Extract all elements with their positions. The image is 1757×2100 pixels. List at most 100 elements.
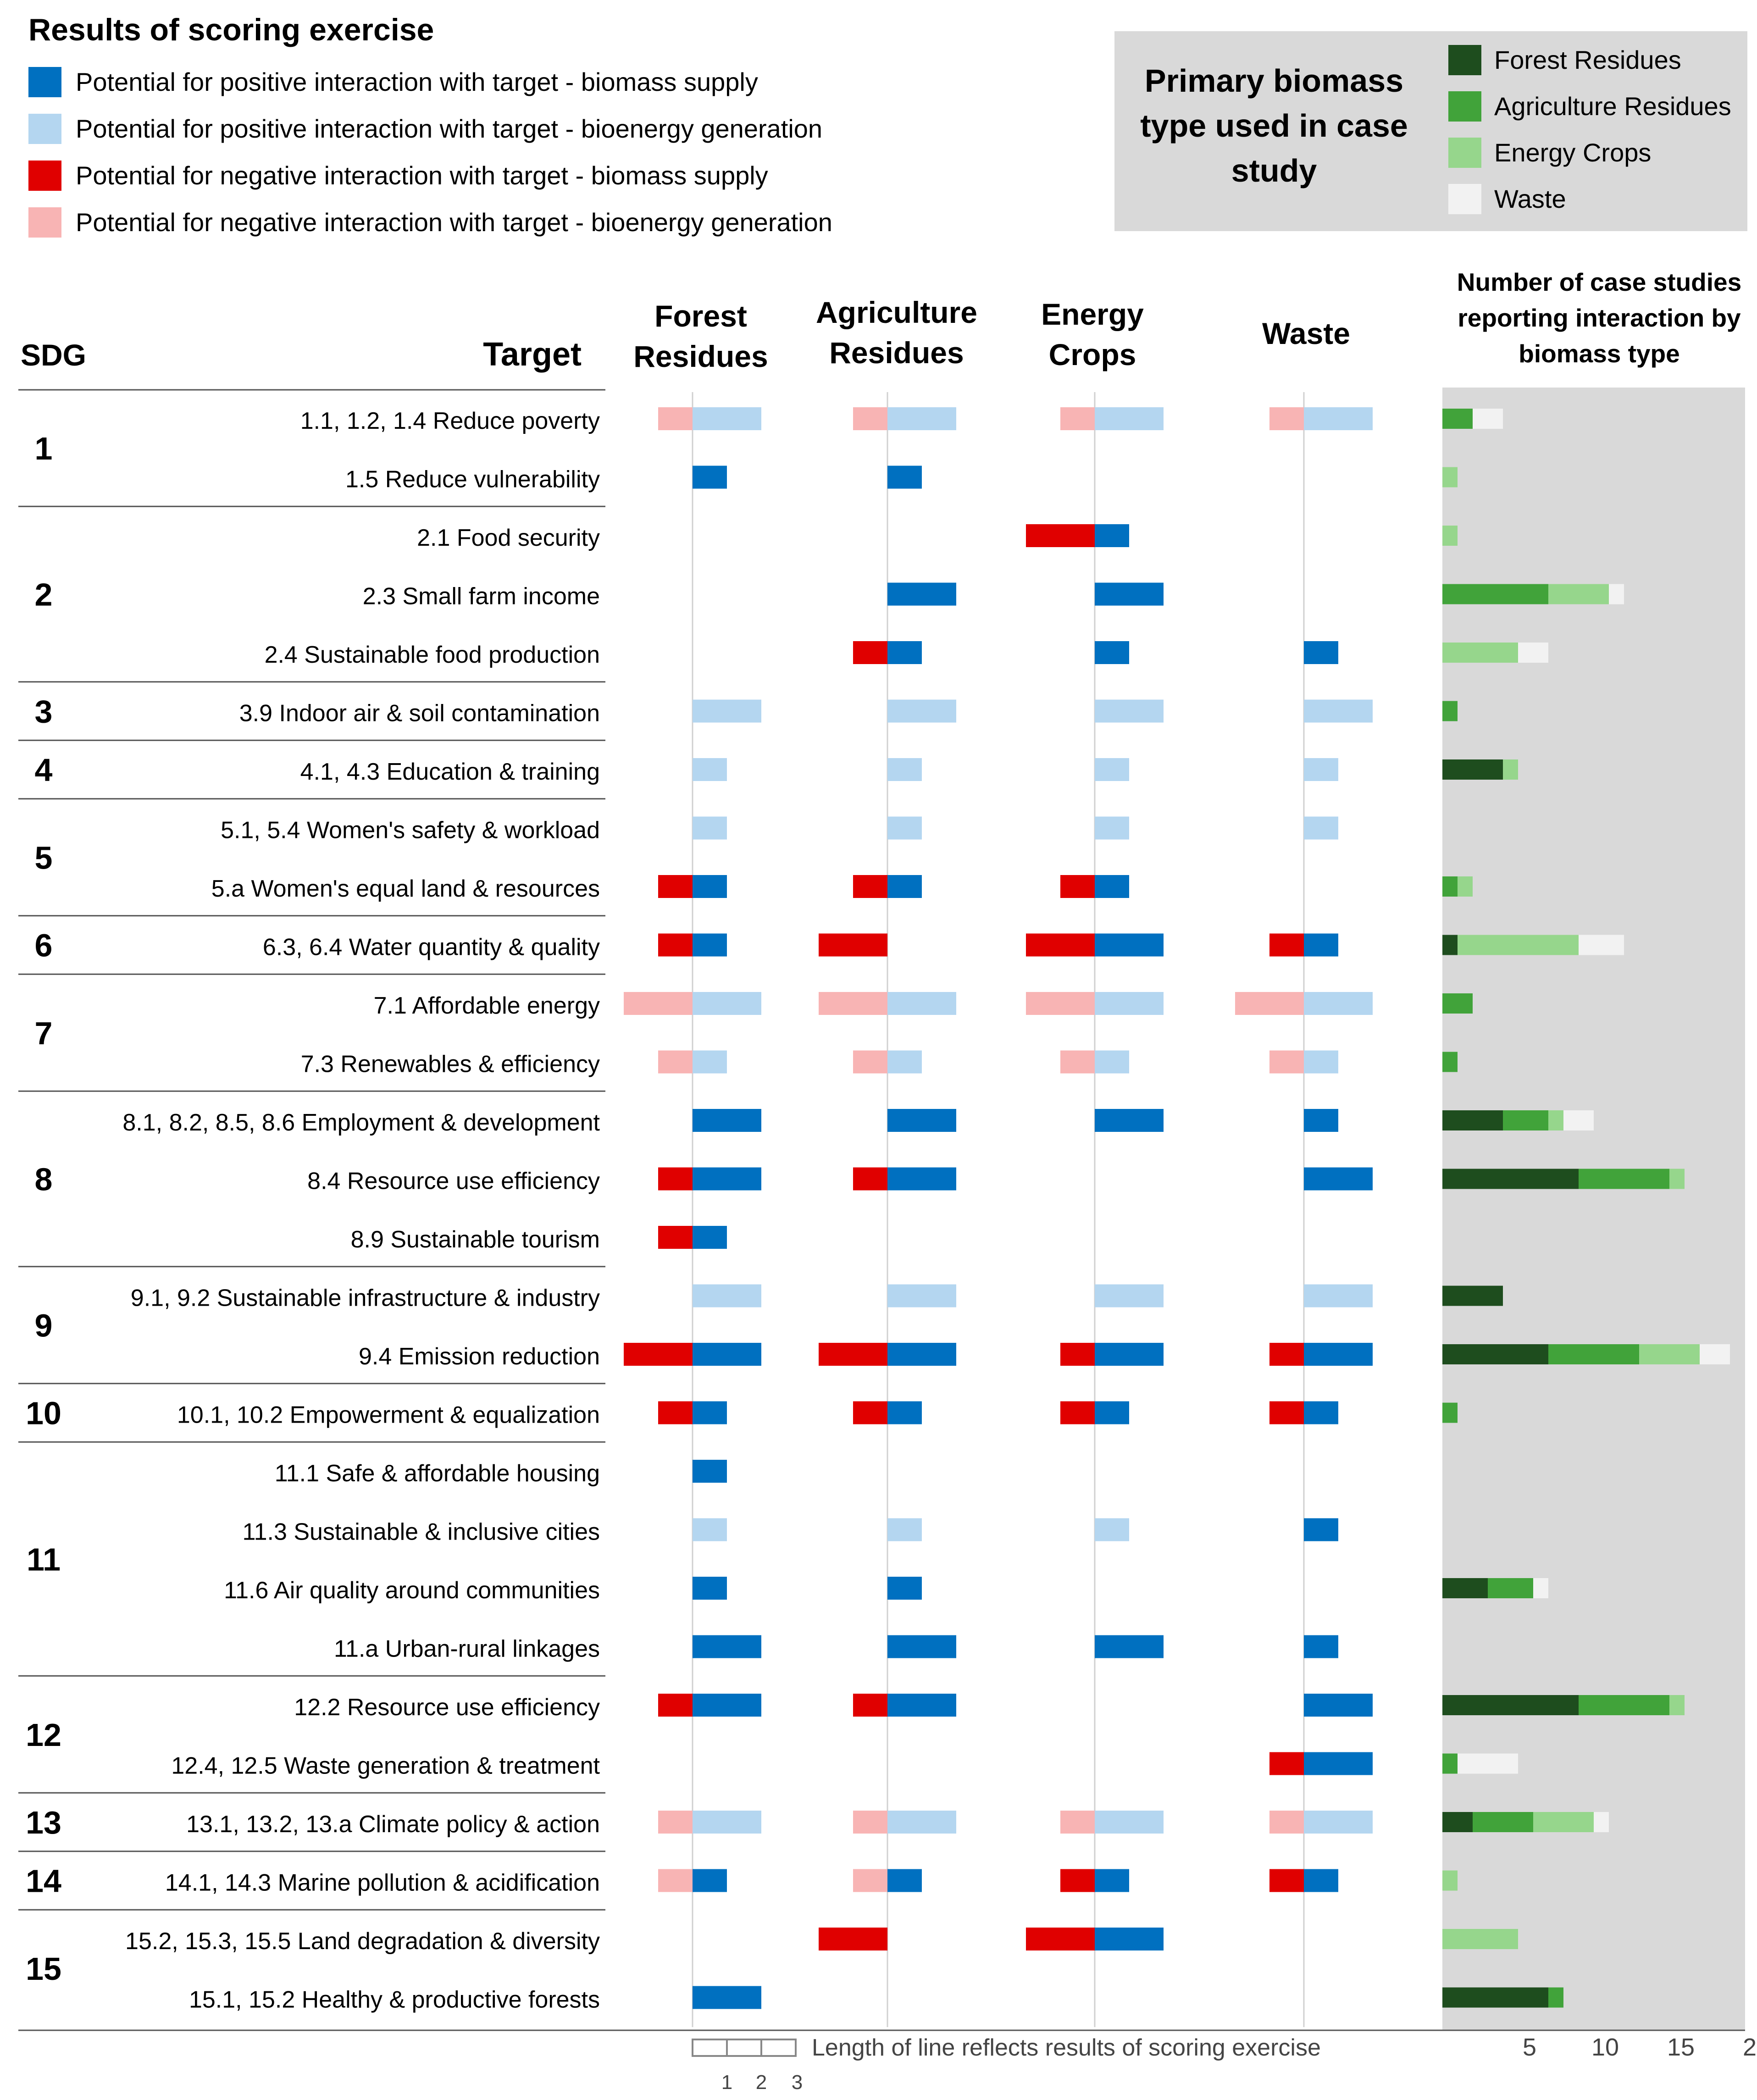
target-label: 11.6 Air quality around communities xyxy=(224,1577,600,1604)
sdg-number: 12 xyxy=(26,1717,61,1753)
sdg-number: 9 xyxy=(35,1308,53,1343)
negative-supply-bar xyxy=(1060,1869,1095,1892)
target-row: 12.2 Resource use efficiency xyxy=(294,1694,1685,1721)
biomass-swatch-2 xyxy=(1448,91,1481,122)
positive-supply-bar xyxy=(887,875,922,898)
count-bar-forest-residues xyxy=(1442,1285,1503,1306)
positive-supply-bar xyxy=(1304,1343,1373,1366)
target-row: 5.1, 5.4 Women's safety & workload xyxy=(221,816,1338,844)
count-title-line-2: reporting interaction by xyxy=(1458,304,1741,332)
scale-tick-1: 1 xyxy=(721,2071,732,2094)
positive-generation-bar xyxy=(1095,1050,1129,1074)
legend-title: Results of scoring exercise xyxy=(28,12,434,47)
positive-supply-bar xyxy=(1095,1928,1164,1950)
count-bar-forest-residues xyxy=(1442,1578,1488,1598)
sdg-number: 6 xyxy=(35,928,53,964)
positive-generation-bar xyxy=(887,758,922,781)
biomass-swatch-1 xyxy=(1448,45,1481,75)
positive-supply-bar xyxy=(693,1577,727,1600)
positive-supply-bar xyxy=(1304,1109,1338,1132)
target-label: 11.1 Safe & affordable housing xyxy=(275,1460,600,1487)
positive-supply-bar xyxy=(1095,1343,1164,1366)
target-label: 14.1, 14.3 Marine pollution & acidificat… xyxy=(165,1870,600,1896)
target-row: 9.1, 9.2 Sustainable infrastructure & in… xyxy=(131,1284,1503,1312)
positive-supply-bar xyxy=(693,1401,727,1424)
negative-generation-bar xyxy=(853,407,887,430)
count-bar-energy-crops xyxy=(1548,584,1609,604)
positive-supply-bar xyxy=(887,1167,956,1191)
target-label: 12.4, 12.5 Waste generation & treatment xyxy=(171,1753,600,1779)
sdg-number: 7 xyxy=(35,1015,53,1051)
target-label: 6.3, 6.4 Water quantity & quality xyxy=(263,934,600,961)
positive-supply-bar xyxy=(887,1109,956,1132)
biomass-legend-box xyxy=(1114,31,1747,231)
negative-supply-bar xyxy=(853,641,887,664)
count-title-line-1: Number of case studies xyxy=(1457,268,1741,296)
legend-label-3: Potential for negative interaction with … xyxy=(76,161,768,190)
target-label: 7.1 Affordable energy xyxy=(374,992,600,1019)
negative-supply-bar xyxy=(658,1167,693,1191)
positive-supply-bar xyxy=(1095,1869,1129,1892)
count-bar-energy-crops xyxy=(1639,1344,1700,1364)
target-rows: 1.1, 1.2, 1.4 Reduce poverty 1.5 Reduce v… xyxy=(18,389,1730,2013)
positive-supply-bar xyxy=(887,1343,956,1366)
count-bar-energy-crops xyxy=(1442,643,1518,663)
count-bar-agriculture-residues xyxy=(1442,409,1473,429)
count-axis-tick: 5 xyxy=(1523,2034,1536,2061)
positive-generation-bar xyxy=(1095,992,1164,1015)
target-row: 11.3 Sustainable & inclusive cities xyxy=(243,1518,1338,1546)
target-row: 1.5 Reduce vulnerability xyxy=(345,465,1458,493)
target-row: 2.4 Sustainable food production xyxy=(265,641,1548,668)
forest-residues-header-line-2: Residues xyxy=(633,339,768,373)
positive-supply-bar xyxy=(1304,1635,1338,1658)
target-label: 8.4 Resource use efficiency xyxy=(307,1168,600,1195)
count-bar-energy-crops xyxy=(1548,1110,1563,1130)
positive-supply-bar xyxy=(1304,1401,1338,1424)
target-row: 7.1 Affordable energy xyxy=(374,992,1473,1019)
negative-supply-bar xyxy=(624,1343,693,1366)
negative-generation-bar xyxy=(658,407,693,430)
count-bar-waste xyxy=(1458,1753,1518,1774)
negative-supply-bar xyxy=(658,1226,693,1249)
biomass-label-1: Forest Residues xyxy=(1494,45,1681,74)
target-row: 3.9 Indoor air & soil contamination xyxy=(239,699,1458,727)
count-bar-agriculture-residues xyxy=(1579,1169,1669,1189)
target-label: 5.1, 5.4 Women's safety & workload xyxy=(221,817,600,844)
count-bar-waste xyxy=(1518,643,1548,663)
sdg-number: 2 xyxy=(35,577,53,613)
count-bar-agriculture-residues xyxy=(1503,1110,1548,1130)
target-row: 11.6 Air quality around communities xyxy=(224,1577,1548,1604)
count-bar-agriculture-residues xyxy=(1579,1695,1669,1715)
positive-generation-bar xyxy=(693,407,761,430)
target-label: 5.a Women's equal land & resources xyxy=(211,875,600,902)
positive-supply-bar xyxy=(693,465,727,489)
target-row: 1.1, 1.2, 1.4 Reduce poverty xyxy=(300,407,1503,434)
count-bar-forest-residues xyxy=(1442,1110,1503,1130)
negative-supply-bar xyxy=(1269,1869,1304,1892)
count-bar-waste xyxy=(1700,1344,1730,1364)
count-bar-forest-residues xyxy=(1442,759,1503,780)
target-label: 9.1, 9.2 Sustainable infrastructure & in… xyxy=(131,1285,600,1312)
negative-supply-bar xyxy=(658,1694,693,1717)
count-bar-agriculture-residues xyxy=(1442,701,1458,721)
scale-box xyxy=(692,2039,797,2057)
positive-generation-bar xyxy=(1095,1811,1164,1834)
column-headers: SDG Target Forest Residues Agriculture R… xyxy=(21,268,1741,373)
negative-supply-bar xyxy=(1060,1343,1095,1366)
positive-generation-bar xyxy=(1304,1284,1373,1308)
positive-supply-bar xyxy=(1095,1109,1164,1132)
sdg-header: SDG xyxy=(21,338,86,372)
positive-generation-bar xyxy=(887,816,922,840)
negative-supply-bar xyxy=(1026,524,1095,547)
sdg-number: 13 xyxy=(26,1805,61,1840)
negative-supply-bar xyxy=(853,875,887,898)
count-bar-energy-crops xyxy=(1442,467,1458,488)
target-label: 13.1, 13.2, 13.a Climate policy & action xyxy=(186,1811,600,1838)
count-bar-agriculture-residues xyxy=(1548,1987,1563,2008)
positive-supply-bar xyxy=(1304,1752,1373,1775)
negative-supply-bar xyxy=(1060,1401,1095,1424)
legend-swatch-2 xyxy=(28,114,61,144)
positive-supply-bar xyxy=(693,1869,727,1892)
count-bar-forest-residues xyxy=(1442,1695,1579,1715)
negative-supply-bar xyxy=(1269,1401,1304,1424)
